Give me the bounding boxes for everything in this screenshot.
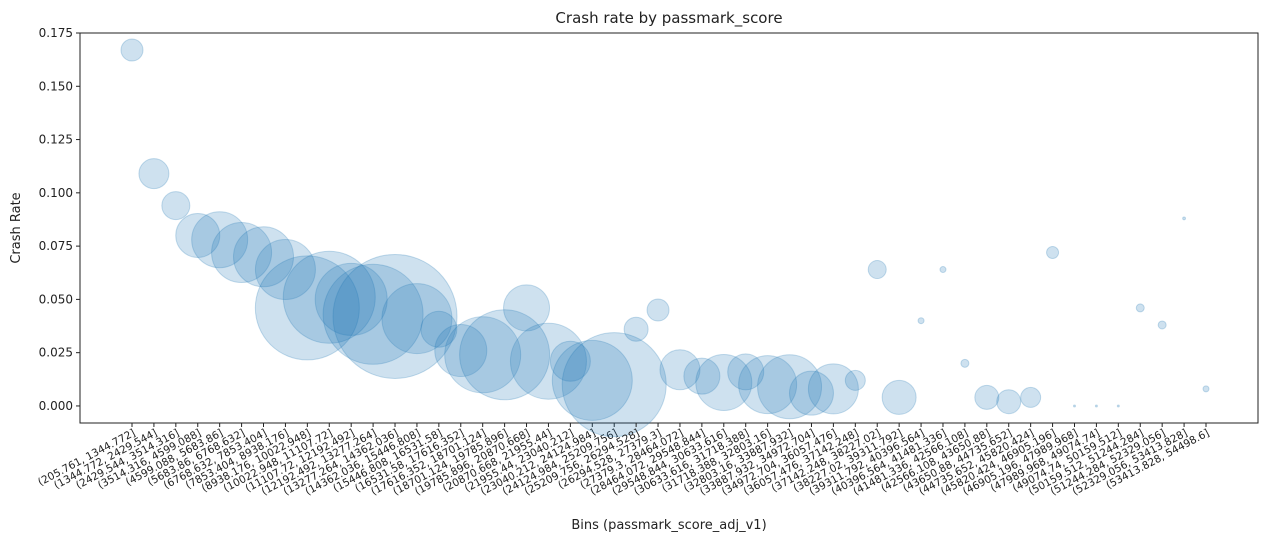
bubble <box>1020 386 1042 408</box>
plot-frame <box>79 32 1259 424</box>
bubble <box>191 211 249 269</box>
y-tick-label: 0.150 <box>39 79 73 93</box>
bubble <box>974 384 1000 410</box>
bubble <box>561 332 667 438</box>
y-tick-label: 0.000 <box>39 399 73 413</box>
bubble <box>939 266 947 274</box>
chart-title: Crash rate by passmark_score <box>555 9 782 28</box>
bubble <box>757 354 823 420</box>
bubble <box>254 255 360 361</box>
y-tick-label: 0.175 <box>39 26 73 40</box>
bubble <box>1157 320 1167 330</box>
y-axis-label: Crash Rate <box>9 192 24 263</box>
y-tick-label: 0.025 <box>39 346 73 360</box>
bubble <box>659 349 701 391</box>
bubble <box>738 355 798 415</box>
y-tick-label: 0.125 <box>39 133 73 147</box>
bubble <box>996 389 1022 415</box>
bubble <box>314 262 388 336</box>
bubble <box>1116 404 1120 408</box>
bubble <box>623 316 649 342</box>
bubble <box>867 260 887 280</box>
bubble <box>727 353 765 391</box>
bubble <box>1202 385 1210 393</box>
bubble <box>509 322 587 400</box>
bubble <box>282 250 376 344</box>
bubble <box>420 310 458 348</box>
bubble <box>138 158 170 190</box>
y-tick-label: 0.050 <box>39 292 73 306</box>
bubble <box>1182 216 1186 221</box>
bubble <box>695 354 753 412</box>
bubble <box>917 317 925 325</box>
bubble <box>1094 404 1098 408</box>
bubble <box>788 370 834 416</box>
bubble <box>683 357 721 395</box>
bubble <box>175 212 221 258</box>
bubble <box>844 369 866 391</box>
bubble <box>233 226 295 288</box>
bubble <box>1046 246 1060 260</box>
bubble <box>381 283 453 355</box>
bubble <box>1072 404 1076 408</box>
bubble <box>332 253 458 379</box>
bubble <box>807 363 859 415</box>
bubble <box>503 284 551 332</box>
bubble <box>646 298 670 322</box>
bubble <box>960 358 970 368</box>
y-tick-label: 0.100 <box>39 186 73 200</box>
bubble <box>322 263 424 365</box>
bubble <box>881 379 917 415</box>
bubble <box>551 339 633 421</box>
bubble <box>211 222 273 284</box>
x-axis-label: Bins (passmark_score_adj_v1) <box>571 518 766 533</box>
bubble <box>434 324 488 378</box>
bubble <box>120 38 144 62</box>
bubble <box>161 191 191 221</box>
bubble <box>444 316 522 394</box>
bubble <box>1135 303 1145 313</box>
bubble <box>459 309 551 401</box>
bubble <box>254 239 316 301</box>
bubble <box>549 340 591 382</box>
y-tick-label: 0.075 <box>39 239 73 253</box>
